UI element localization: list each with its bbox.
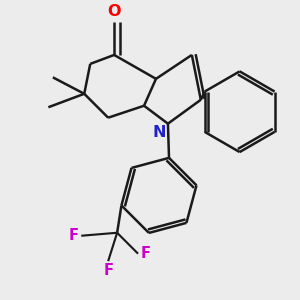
Text: F: F <box>68 228 78 243</box>
Text: F: F <box>141 246 151 261</box>
Text: N: N <box>153 125 166 140</box>
Text: F: F <box>103 262 113 278</box>
Text: O: O <box>107 4 121 19</box>
